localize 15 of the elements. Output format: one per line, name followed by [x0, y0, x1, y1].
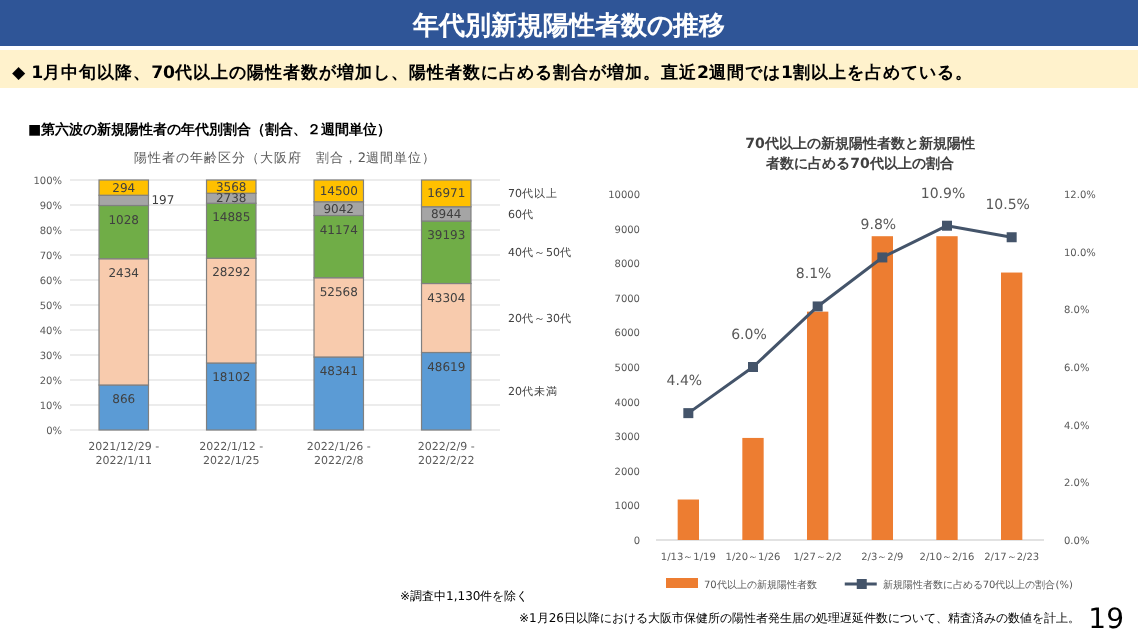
- point: [1006, 232, 1017, 243]
- bar: [1001, 272, 1023, 540]
- bar: [936, 236, 958, 540]
- point: [683, 408, 694, 419]
- bar: [871, 236, 893, 540]
- bar: [807, 311, 829, 540]
- text: 19: [1088, 604, 1124, 636]
- point: [748, 362, 758, 372]
- bar: [742, 437, 764, 540]
- text: 年代別新規陽性者数の推移: [411, 10, 725, 42]
- point: [877, 252, 888, 263]
- bar: [677, 499, 699, 540]
- point: [942, 220, 952, 231]
- point: [812, 301, 823, 312]
- text: ◆ 1月中旬以降、70代以上の陽性者数が増加し、陽性者数に占める割合が増加。直近2週間では1割以上を占めている。: [12, 60, 973, 84]
